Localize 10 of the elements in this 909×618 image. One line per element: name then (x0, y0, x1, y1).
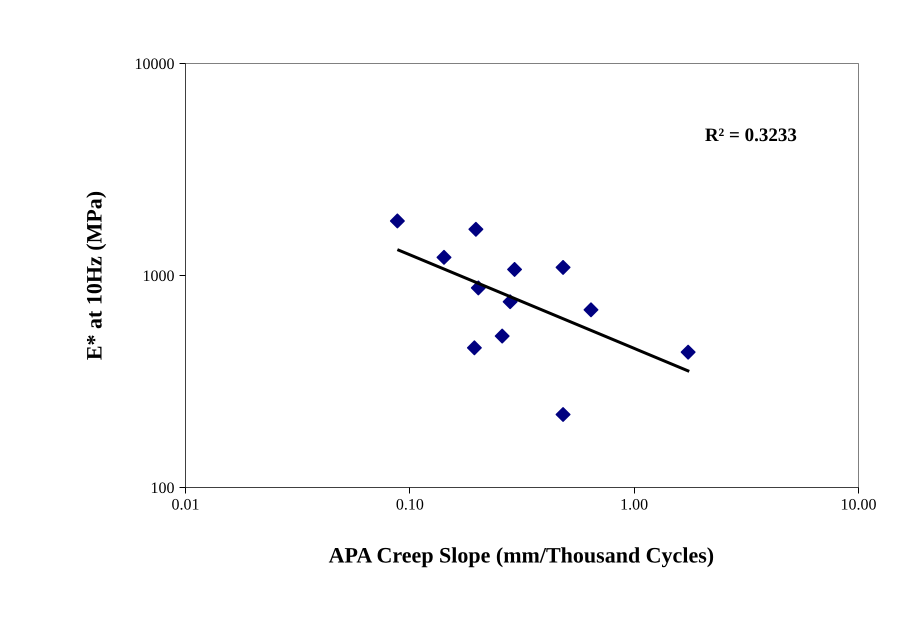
x-tick-label: 0.01 (172, 496, 200, 514)
x-tick-label: 1.00 (620, 496, 648, 514)
x-tick-label: 10.00 (840, 496, 876, 514)
y-tick-label: 1000 (142, 268, 174, 285)
y-tick-label: 100 (150, 480, 174, 497)
y-axis-title: E* at 10Hz (MPa) (82, 190, 106, 360)
x-axis-title: APA Creep Slope (mm/Thousand Cycles) (328, 542, 714, 568)
y-tick-label: 10000 (134, 56, 174, 73)
annotation: R² = 0.3233 (704, 125, 797, 146)
x-tick-label: 0.10 (396, 496, 424, 514)
